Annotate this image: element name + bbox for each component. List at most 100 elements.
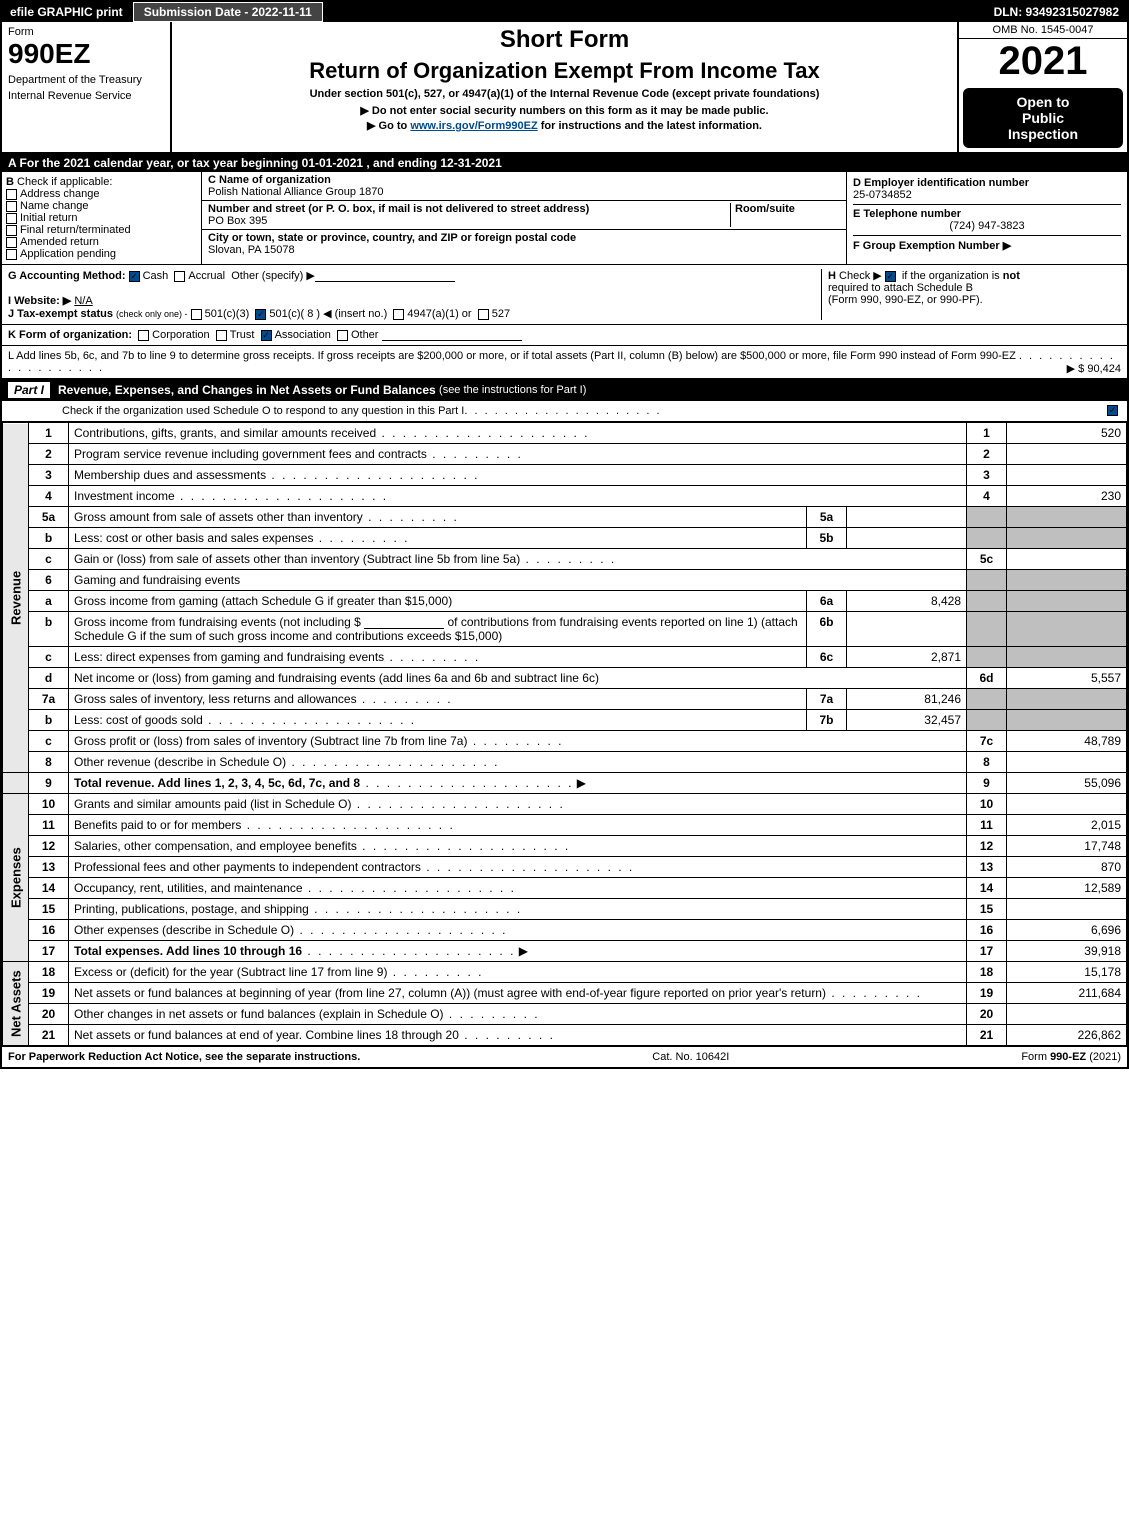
lines-table: Revenue 1 Contributions, gifts, grants, … [2,422,1127,1046]
line-6: 6 Gaming and fundraising events [3,570,1127,591]
part-1-sub-text: Check if the organization used Schedule … [8,405,464,417]
h-text2: if the organization is [902,270,1000,282]
line-16: 16 Other expenses (describe in Schedule … [3,920,1127,941]
org-name-row: C Name of organization Polish National A… [202,172,846,201]
chk-amended-return[interactable]: Amended return [6,236,197,248]
part-1-header: Part I Revenue, Expenses, and Changes in… [2,379,1127,401]
chk-501c3[interactable] [191,309,202,320]
row-h: H Check ▶ ✓ if the organization is not r… [821,269,1121,320]
line-13: 13 Professional fees and other payments … [3,857,1127,878]
chk-schedule-o[interactable]: ✓ [1107,405,1118,416]
page-footer: For Paperwork Reduction Act Notice, see … [2,1046,1127,1067]
line-20: 20 Other changes in net assets or fund b… [3,1004,1127,1025]
chk-corporation[interactable] [138,330,149,341]
ein-value: 25-0734852 [853,189,912,201]
chk-name-change[interactable]: Name change [6,200,197,212]
box-c: C Name of organization Polish National A… [202,172,847,264]
h-text3: required to attach Schedule B [828,282,973,294]
line-9: 9 Total revenue. Add lines 1, 2, 3, 4, 5… [3,773,1127,794]
box-b-label: B [6,176,14,188]
line-5a: 5a Gross amount from sale of assets othe… [3,507,1127,528]
goto-post: for instructions and the latest informat… [538,120,762,132]
open-to-public-box: Open to Public Inspection [963,88,1123,148]
city-row: City or town, state or province, country… [202,230,846,258]
header-center: Short Form Return of Organization Exempt… [172,22,957,152]
return-title: Return of Organization Exempt From Incom… [178,58,951,84]
chk-trust[interactable] [216,330,227,341]
chk-final-return[interactable]: Final return/terminated [6,224,197,236]
revenue-side-label: Revenue [3,423,29,773]
row-g-h: G Accounting Method: ✓Cash Accrual Other… [2,265,1127,325]
row-l-text: L Add lines 5b, 6c, and 7b to line 9 to … [8,350,1016,362]
chk-4947[interactable] [393,309,404,320]
form-container: efile GRAPHIC print Submission Date - 20… [0,0,1129,1069]
footer-left: For Paperwork Reduction Act Notice, see … [8,1051,360,1063]
line-2: 2 Program service revenue including gove… [3,444,1127,465]
part-1-sub: Check if the organization used Schedule … [2,401,1127,422]
chk-association[interactable]: ✓ [261,330,272,341]
h-text4: (Form 990, 990-EZ, or 990-PF). [828,294,983,306]
line-4: 4 Investment income 4 230 [3,486,1127,507]
line-12: 12 Salaries, other compensation, and emp… [3,836,1127,857]
website-label: I Website: ▶ [8,295,71,307]
row-g: G Accounting Method: ✓Cash Accrual Other… [8,269,821,320]
chk-501c[interactable]: ✓ [255,309,266,320]
phone-row: E Telephone number (724) 947-3823 [853,205,1121,236]
form-header: Form 990EZ Department of the Treasury In… [2,22,1127,154]
info-grid: B Check if applicable: Address change Na… [2,172,1127,265]
chk-cash[interactable]: ✓ [129,271,140,282]
street-value: PO Box 395 [208,215,267,227]
no-ssn-note: ▶ Do not enter social security numbers o… [178,104,951,117]
chk-initial-return[interactable]: Initial return [6,212,197,224]
tax-exempt-note: (check only one) - [116,309,188,319]
chk-527[interactable] [478,309,489,320]
under-section: Under section 501(c), 527, or 4947(a)(1)… [178,88,951,100]
line-6a: a Gross income from gaming (attach Sched… [3,591,1127,612]
city-value: Slovan, PA 15078 [208,244,295,256]
fundraising-amount-blank[interactable] [364,617,444,629]
h-not: not [1003,270,1020,282]
part-1-sub-dots [464,405,661,417]
room-label: Room/suite [735,203,795,215]
chk-schedule-b[interactable]: ✓ [885,271,896,282]
org-name-label: C Name of organization [208,174,331,186]
footer-right: Form 990-EZ (2021) [1021,1051,1121,1063]
line-18: Net Assets 18 Excess or (deficit) for th… [3,962,1127,983]
line-5b: b Less: cost or other basis and sales ex… [3,528,1127,549]
website-value: N/A [74,295,92,307]
form-of-org-label: K Form of organization: [8,329,132,341]
efile-label: efile GRAPHIC print [2,3,131,21]
other-method-blank[interactable] [315,270,455,282]
row-l: L Add lines 5b, 6c, and 7b to line 9 to … [2,346,1127,379]
line-7a: 7a Gross sales of inventory, less return… [3,689,1127,710]
chk-address-change[interactable]: Address change [6,188,197,200]
chk-accrual[interactable] [174,271,185,282]
part-1-num: Part I [8,382,50,398]
chk-other-org[interactable] [337,330,348,341]
line-6c: c Less: direct expenses from gaming and … [3,647,1127,668]
footer-cat-no: Cat. No. 10642I [652,1051,729,1063]
row-l-amount: ▶ $ 90,424 [1067,362,1121,375]
header-left: Form 990EZ Department of the Treasury In… [2,22,172,152]
line-19: 19 Net assets or fund balances at beginn… [3,983,1127,1004]
omb-number: OMB No. 1545-0047 [959,22,1127,39]
group-exemption-row: F Group Exemption Number ▶ [853,236,1121,255]
h-text1: Check ▶ [839,270,882,282]
line-8: 8 Other revenue (describe in Schedule O)… [3,752,1127,773]
street-label: Number and street (or P. O. box, if mail… [208,203,589,215]
short-form-title: Short Form [178,26,951,54]
goto-line: ▶ Go to www.irs.gov/Form990EZ for instru… [178,119,951,132]
org-name: Polish National Alliance Group 1870 [208,186,384,198]
part-1-title: Revenue, Expenses, and Changes in Net As… [58,383,436,397]
chk-application-pending[interactable]: Application pending [6,248,197,260]
line-1: Revenue 1 Contributions, gifts, grants, … [3,423,1127,444]
other-org-blank[interactable] [382,329,522,341]
ein-row: D Employer identification number 25-0734… [853,174,1121,205]
h-label: H [828,270,836,282]
goto-pre: ▶ Go to [367,120,410,132]
box-d-e-f: D Employer identification number 25-0734… [847,172,1127,264]
irs-link[interactable]: www.irs.gov/Form990EZ [410,120,537,132]
dln-number: DLN: 93492315027982 [986,3,1127,21]
box-b-check-if: Check if applicable: [17,176,112,188]
line-11: 11 Benefits paid to or for members 11 2,… [3,815,1127,836]
